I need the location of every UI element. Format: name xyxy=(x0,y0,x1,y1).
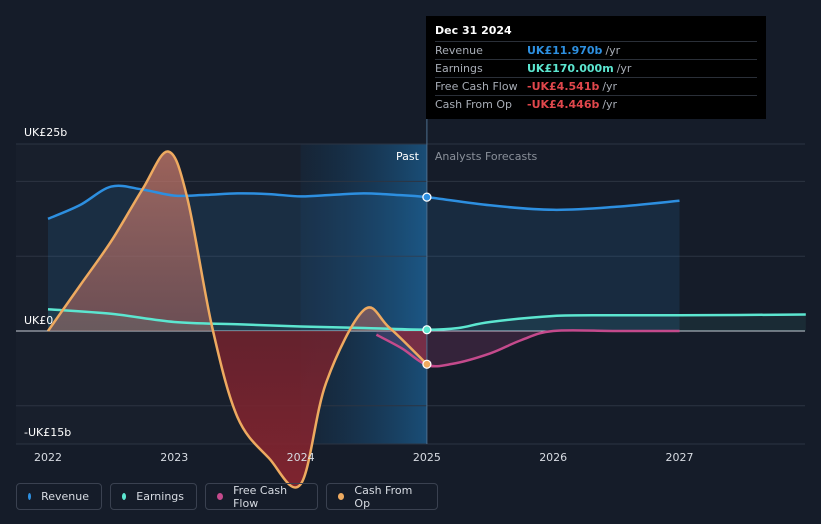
tooltip-unit: /yr xyxy=(602,80,618,93)
y-tick-label: UK£25b xyxy=(24,126,67,139)
x-tick-label: 2023 xyxy=(160,451,188,464)
legend-item-earnings[interactable]: Earnings xyxy=(110,483,197,510)
cash-from-op-line xyxy=(46,150,428,489)
legend-item-free-cash-flow[interactable]: Free Cash Flow xyxy=(205,483,318,510)
x-tick-label: 2022 xyxy=(34,451,62,464)
x-tick-label: 2024 xyxy=(287,451,315,464)
tooltip-value: UK£11.970b xyxy=(527,44,603,57)
tooltip-date: Dec 31 2024 xyxy=(435,24,512,37)
hover-tooltip: Dec 31 2024 Revenue UK£11.970b /yr Earni… xyxy=(426,16,766,119)
legend-label: Earnings xyxy=(136,490,184,503)
revenue-marker xyxy=(422,192,432,202)
free-cash-flow-area xyxy=(376,330,680,367)
tooltip-value: -UK£4.541b xyxy=(527,80,600,93)
x-tick-label: 2025 xyxy=(413,451,441,464)
tooltip-row-earnings: Earnings UK£170.000m /yr xyxy=(435,59,757,77)
x-tick-label: 2026 xyxy=(539,451,567,464)
legend-label: Cash From Op xyxy=(354,483,413,510)
legend-item-revenue[interactable]: Revenue xyxy=(16,483,102,510)
x-tick-label: 2027 xyxy=(666,451,694,464)
legend-dot-icon xyxy=(28,493,32,500)
y-tick-label: UK£0 xyxy=(24,314,53,327)
tooltip-value: -UK£4.446b xyxy=(527,98,600,111)
forecast-label: Analysts Forecasts xyxy=(435,150,538,163)
tooltip-unit: /yr xyxy=(616,62,632,75)
tooltip-unit: /yr xyxy=(605,44,621,57)
tooltip-row-cash-from-op: Cash From Op -UK£4.446b /yr xyxy=(435,95,757,113)
cash-from-op-area-positive xyxy=(48,151,427,331)
tooltip-label: Earnings xyxy=(435,62,483,75)
legend-dot-icon xyxy=(122,493,127,500)
tooltip-label: Cash From Op xyxy=(435,98,513,111)
revenue-line xyxy=(47,184,680,220)
cash-from-op-area-negative xyxy=(48,331,427,488)
y-tick-label: -UK£15b xyxy=(24,426,71,439)
tooltip-row-revenue: Revenue UK£11.970b /yr xyxy=(435,41,757,59)
legend-dot-icon xyxy=(338,493,345,500)
legend-label: Revenue xyxy=(41,490,89,503)
tooltip-label: Revenue xyxy=(435,44,483,57)
legend-item-cash-from-op[interactable]: Cash From Op xyxy=(326,483,438,510)
tooltip-row-free-cash-flow: Free Cash Flow -UK£4.541b /yr xyxy=(435,77,757,95)
earnings-area xyxy=(48,309,806,331)
earnings-line xyxy=(47,308,806,331)
cash-from-op-marker xyxy=(422,359,432,369)
chart-legend: Revenue Earnings Free Cash Flow Cash Fro… xyxy=(16,483,438,510)
tooltip-label: Free Cash Flow xyxy=(435,80,518,93)
tooltip-value: UK£170.000m xyxy=(527,62,614,75)
tooltip-unit: /yr xyxy=(602,98,618,111)
legend-dot-icon xyxy=(217,493,224,500)
earnings-marker xyxy=(422,325,432,335)
free-cash-flow-line xyxy=(375,329,680,368)
legend-label: Free Cash Flow xyxy=(233,483,288,510)
past-label: Past xyxy=(396,150,420,163)
